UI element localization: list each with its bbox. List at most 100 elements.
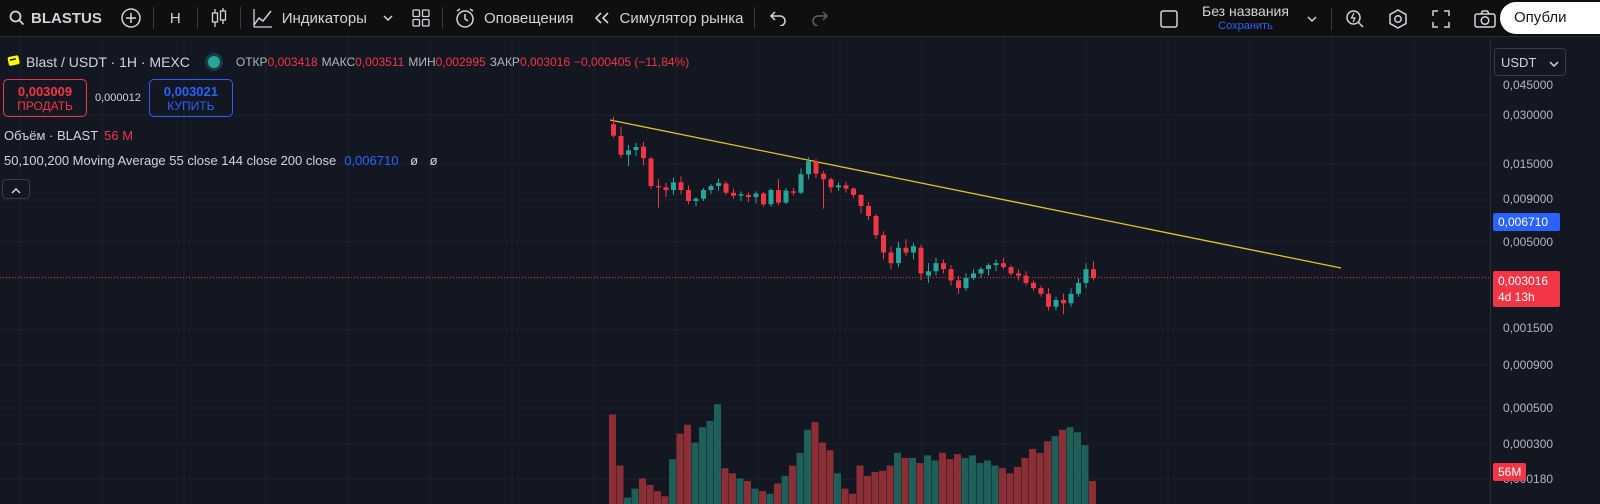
indicators-button[interactable]: Индикаторы [243,0,402,37]
layout-button[interactable] [1150,0,1188,37]
candle-body [1068,293,1074,304]
redo-button[interactable] [799,0,841,37]
candle-body [618,135,624,155]
volume-bar [961,457,969,504]
currency-select[interactable]: USDT [1494,48,1566,76]
candle-body [941,263,946,270]
add-symbol-icon [120,7,142,29]
candle-body [701,189,706,199]
candle-body [948,269,954,281]
ma-legend-value: 0,006710 [344,153,399,168]
ma-legend-value-2: ø [410,153,419,168]
price-tick: 0,009000 [1503,192,1554,206]
volume-bar [1014,466,1021,504]
collapse-legend-button[interactable] [2,179,30,199]
volume-bar [1089,480,1096,504]
moving-average-legend[interactable]: 50,100,200 Moving Average 55 close 144 c… [4,153,438,168]
snapshot-button[interactable] [1462,0,1508,37]
ma-legend-value-3: ø [429,153,438,168]
candle-body [686,189,691,202]
volume-bar [721,468,729,504]
low-label: МИН [408,54,436,69]
buy-button[interactable]: 0,003021 КУПИТЬ [148,79,233,117]
replay-button[interactable]: Симулятор рынка [583,0,753,37]
volume-bar [766,493,774,504]
indicators-label: Индикаторы [281,9,367,27]
volume-bar [684,424,691,504]
volume-bars [609,404,1096,504]
alerts-label: Оповещения [483,9,574,27]
publish-button[interactable]: Опубли [1500,2,1600,34]
camera-icon [1473,9,1497,29]
alerts-button[interactable]: Оповещения [445,0,583,37]
currency-label: USDT [1501,54,1537,70]
volume-bar [654,491,661,504]
volume-bar [1021,457,1029,504]
volume-bar [781,475,789,504]
volume-bar [796,452,804,504]
toolbar-divider [1330,7,1332,30]
close-value: 0,003016 [519,54,570,69]
candle-body [1016,273,1021,276]
layout-menu-button[interactable] [1303,0,1321,37]
volume-bar [646,484,654,504]
chart-type-button[interactable] [200,0,238,37]
undo-button[interactable] [757,0,799,37]
volume-bar [1059,429,1066,504]
candle-body [783,190,789,203]
spread-value: 0,000012 [95,92,141,104]
ma-price-badge: 0,006710 [1493,213,1560,231]
candle-body [791,191,796,193]
templates-button[interactable] [402,0,440,37]
layout-name: Без названия [1202,2,1289,19]
volume-bar [819,442,826,504]
volume-bar [879,470,886,504]
price-tick: 0,045000 [1503,78,1554,92]
volume-bar [699,427,706,504]
price-tick: 0,030000 [1503,108,1554,122]
candle-body [866,205,871,217]
volume-legend-value: 56 M [104,128,134,143]
quick-search-button[interactable] [1334,0,1376,37]
candle-body [641,146,646,159]
interval-label: H [169,9,181,27]
candle-body [738,194,744,196]
price-tick: 0,000300 [1503,437,1554,451]
interval-button[interactable]: H [156,0,195,37]
blast-logo-icon [6,52,22,71]
volume-legend[interactable]: Объём · BLAST 56 M [4,128,133,143]
sell-button[interactable]: 0,003009 ПРОДАТЬ [3,79,87,117]
volume-bar [714,404,721,504]
volume-bar [931,460,939,504]
volume-bar [609,414,616,504]
candle-body [918,247,924,274]
volume-bar [924,455,931,504]
last-price-value: 0,003016 [1498,274,1549,288]
save-label: Сохранить [1218,19,1273,32]
volume-bar [1081,445,1089,504]
symbol-label: BLASTUS [31,9,102,27]
open-value: 0,003418 [267,54,318,69]
candle-body [1031,282,1036,289]
volume-bar [774,483,781,504]
candle-body [881,235,886,253]
open-label: ОТКР [235,54,268,69]
toolbar-divider [441,7,443,29]
volume-bar [894,452,901,504]
symbol-search-button[interactable]: BLASTUS [0,0,111,37]
candle-body [933,263,939,272]
candle-body [633,146,639,150]
settings-button[interactable] [1376,0,1420,37]
save-layout-button[interactable]: Без названия Сохранить [1188,0,1303,37]
templates-icon [411,8,431,28]
chart-canvas[interactable] [0,38,1490,504]
add-symbol-button[interactable] [111,0,151,37]
ma-legend-label: 50,100,200 Moving Average 55 close 144 c… [4,153,337,168]
volume-bar [1029,448,1036,504]
volume-bar [954,454,961,504]
settings-icon [1387,8,1409,30]
candle-body [1023,275,1029,283]
fullscreen-button[interactable] [1420,0,1462,37]
candle-body [926,271,931,276]
volume-bar [1044,441,1051,504]
